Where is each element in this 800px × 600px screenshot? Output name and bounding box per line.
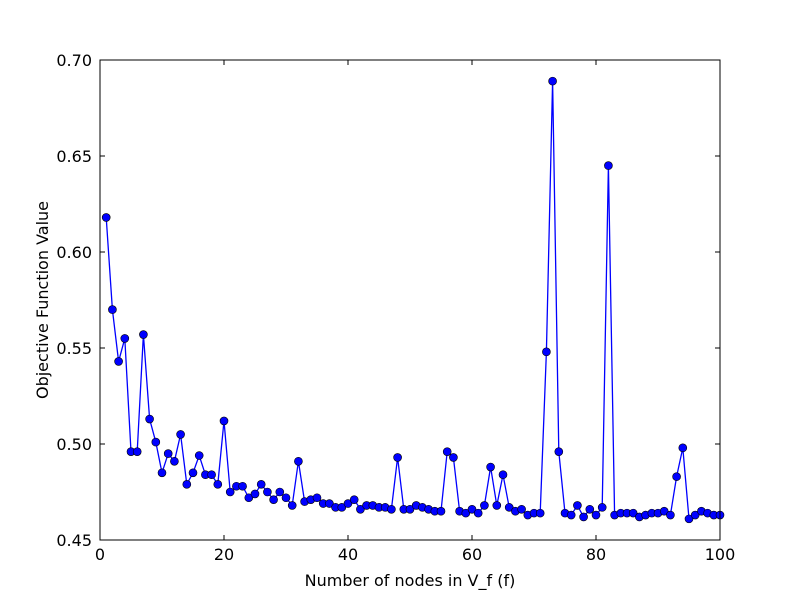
- y-axis-label: Objective Function Value: [33, 201, 52, 399]
- data-point: [337, 503, 347, 512]
- data-point: [436, 506, 446, 516]
- data-point: [535, 508, 545, 518]
- data-point: [393, 453, 402, 462]
- x-tick-label: 40: [338, 545, 358, 564]
- data-point: [486, 462, 495, 472]
- data-point: [548, 76, 557, 86]
- data-point: [219, 416, 229, 426]
- data-point: [343, 499, 353, 508]
- data-point: [566, 510, 576, 520]
- data-point: [573, 501, 582, 510]
- data-point: [120, 334, 130, 343]
- data-point: [269, 495, 278, 504]
- data-point: [157, 468, 167, 478]
- plot-frame: [99, 59, 721, 541]
- data-point: [244, 493, 254, 503]
- data-point: [467, 504, 477, 514]
- data-point: [659, 506, 669, 516]
- data-point: [597, 503, 607, 512]
- data-point: [604, 161, 613, 170]
- data-point: [151, 437, 161, 447]
- data-point: [325, 499, 334, 508]
- marker-layer: [101, 76, 725, 524]
- x-tick-label: 60: [462, 545, 482, 564]
- data-point: [628, 508, 638, 518]
- data-point: [263, 487, 272, 497]
- y-tick-label: 0.60: [56, 243, 92, 262]
- y-tick-label: 0.65: [56, 147, 92, 166]
- data-point: [194, 451, 204, 460]
- data-point: [684, 514, 694, 524]
- data-point: [405, 504, 415, 514]
- data-point: [207, 470, 216, 480]
- data-point: [442, 447, 452, 456]
- data-point: [554, 447, 564, 456]
- data-point: [473, 508, 483, 518]
- data-point: [294, 456, 303, 466]
- data-point: [170, 456, 179, 466]
- data-point: [182, 480, 192, 489]
- data-point: [139, 330, 148, 339]
- data-point: [238, 481, 247, 491]
- data-point: [492, 501, 502, 510]
- data-point: [287, 501, 297, 510]
- data-point: [145, 414, 154, 424]
- data-point: [480, 501, 489, 510]
- plot-area: [100, 60, 720, 540]
- data-point: [250, 489, 260, 499]
- data-point: [163, 449, 173, 458]
- data-point: [678, 443, 688, 453]
- x-tick-label: 80: [586, 545, 606, 564]
- y-tick-label: 0.50: [56, 435, 92, 454]
- x-tick-label: 100: [705, 545, 736, 564]
- data-point: [176, 430, 185, 439]
- data-point: [114, 357, 123, 366]
- data-point: [188, 468, 198, 478]
- data-point: [542, 347, 551, 357]
- data-point: [579, 512, 588, 522]
- data-point: [225, 487, 235, 497]
- data-point: [517, 504, 526, 514]
- data-point: [356, 504, 365, 514]
- data-point: [281, 493, 291, 503]
- y-tick-label: 0.55: [56, 339, 92, 358]
- data-point: [132, 447, 142, 456]
- data-point: [108, 305, 117, 314]
- data-point: [449, 453, 458, 462]
- data-point: [349, 495, 359, 504]
- data-point: [585, 504, 595, 514]
- data-point: [504, 503, 514, 512]
- data-point: [498, 470, 508, 480]
- data-point: [312, 493, 322, 503]
- y-tick-label: 0.45: [56, 531, 92, 550]
- data-point: [690, 510, 700, 520]
- x-axis-label: Number of nodes in V_f (f): [305, 571, 516, 591]
- data-point: [591, 510, 601, 520]
- tick-layer: 0 20 40 60 80 100 0.45 0.50 0.55 0.60 0.65 0.70: [56, 51, 735, 564]
- x-tick-label: 20: [214, 545, 234, 564]
- data-point: [666, 510, 675, 520]
- data-point: [672, 472, 681, 481]
- data-point: [275, 487, 285, 497]
- y-tick-label: 0.70: [56, 51, 92, 70]
- data-point: [101, 213, 111, 222]
- data-point: [461, 508, 471, 518]
- data-point: [387, 504, 396, 514]
- data-point: [213, 480, 223, 489]
- x-tick-label: 0: [95, 545, 105, 564]
- data-point: [256, 480, 266, 489]
